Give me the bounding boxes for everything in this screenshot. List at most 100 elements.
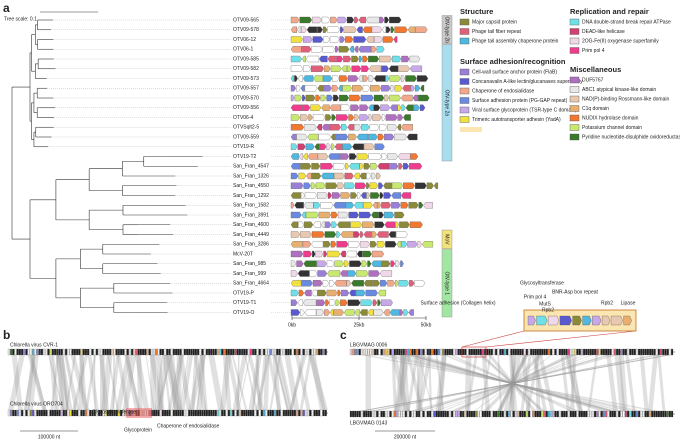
clade-label: OtV-type 1 xyxy=(444,271,450,295)
gene-arrow xyxy=(324,65,331,72)
gene-arrow xyxy=(315,182,326,189)
legend-swatch xyxy=(459,78,470,85)
gene-arrow xyxy=(306,172,312,180)
clade-bar xyxy=(441,249,453,318)
synteny-band xyxy=(289,355,305,410)
gene-block xyxy=(100,409,103,417)
synteny-band xyxy=(428,355,433,412)
gene-block xyxy=(369,348,372,356)
synteny-band xyxy=(399,355,405,412)
gene-block xyxy=(565,410,568,418)
gene-arrow xyxy=(343,260,350,267)
synteny-band xyxy=(263,355,270,410)
gene-block xyxy=(276,348,279,356)
synteny-band xyxy=(365,355,660,412)
clade-bar xyxy=(441,15,453,45)
gene-block xyxy=(519,348,522,356)
gene-block xyxy=(378,348,381,356)
gene-arrow xyxy=(371,250,385,258)
gene-block xyxy=(545,348,548,356)
gene-block xyxy=(76,409,79,417)
legend-swatch xyxy=(459,37,470,45)
gene-arrow xyxy=(369,124,380,131)
gene-block xyxy=(18,348,21,356)
synteny-band xyxy=(219,355,232,410)
gene-arrow xyxy=(360,299,373,306)
gene-block xyxy=(536,348,539,356)
gene-block xyxy=(374,348,377,356)
gene-block xyxy=(420,348,423,356)
gene-arrow xyxy=(400,260,404,267)
gene-block xyxy=(313,348,316,356)
gene-arrow xyxy=(387,280,396,287)
gene-block xyxy=(282,348,285,356)
synteny-band xyxy=(178,355,192,410)
gene-arrow xyxy=(354,124,362,131)
gene-arrow xyxy=(359,309,368,316)
gene-block xyxy=(267,409,270,417)
gene-block xyxy=(642,410,645,418)
gene-block xyxy=(616,348,619,356)
gene-block xyxy=(84,409,87,417)
gene-arrow xyxy=(330,241,337,248)
synteny-band xyxy=(365,355,371,412)
gene-arrow xyxy=(290,211,302,219)
gene-arrow xyxy=(360,94,374,102)
gene-block xyxy=(356,348,359,356)
gene-arrow xyxy=(398,153,411,160)
gene-block xyxy=(404,348,407,356)
synteny-band xyxy=(639,355,649,412)
gene-block xyxy=(225,409,228,417)
legend-label: Chaperone of endosialidase xyxy=(472,88,534,94)
leaf-label: OTV19-R xyxy=(233,144,255,150)
gene-arrow xyxy=(388,231,396,238)
leaf-label: San_Fran_3991 xyxy=(233,212,269,218)
synteny-band xyxy=(23,355,36,410)
synteny-band xyxy=(252,355,260,410)
gene-block xyxy=(607,410,610,418)
synteny-band xyxy=(156,355,173,410)
gene-arrow xyxy=(370,192,380,199)
gene-arrow xyxy=(407,26,416,33)
gene-arrow xyxy=(426,182,434,189)
synteny-band xyxy=(274,355,292,410)
gene-arrow xyxy=(366,192,371,199)
synteny-band xyxy=(85,355,97,410)
gene-block xyxy=(205,409,208,417)
gene-arrow xyxy=(305,94,316,102)
gene-block xyxy=(183,409,186,417)
gene-arrow xyxy=(348,241,360,248)
gene-block xyxy=(124,348,127,356)
gene-block xyxy=(7,348,10,356)
legend-swatch xyxy=(460,127,482,132)
gene-block xyxy=(76,348,79,356)
gene-block xyxy=(618,410,621,418)
gene-block xyxy=(558,410,561,418)
gene-arrow xyxy=(398,280,410,287)
gene-block xyxy=(479,410,482,418)
gene-arrow xyxy=(303,202,314,209)
gene-block xyxy=(93,348,96,356)
gene-block xyxy=(223,348,226,356)
gene-block xyxy=(596,410,599,418)
gene-arrow xyxy=(372,299,378,306)
gene-block xyxy=(192,409,195,417)
gene-block xyxy=(642,348,645,356)
synteny-band xyxy=(414,355,611,412)
gene-block xyxy=(296,409,299,417)
gene-block xyxy=(291,409,294,417)
gene-block xyxy=(349,410,352,418)
gene-arrow xyxy=(376,241,386,248)
synteny-band xyxy=(383,355,642,412)
synteny-band xyxy=(24,355,36,410)
gene-arrow xyxy=(327,250,341,258)
gene-arrow xyxy=(329,124,342,131)
gene-arrow xyxy=(327,270,341,277)
gene-block xyxy=(263,409,266,417)
synteny-band xyxy=(237,355,251,410)
synteny-band xyxy=(353,355,672,412)
gene-block xyxy=(378,410,381,418)
synteny-band xyxy=(57,355,73,410)
gene-block xyxy=(307,409,310,417)
gene-block xyxy=(117,409,120,417)
